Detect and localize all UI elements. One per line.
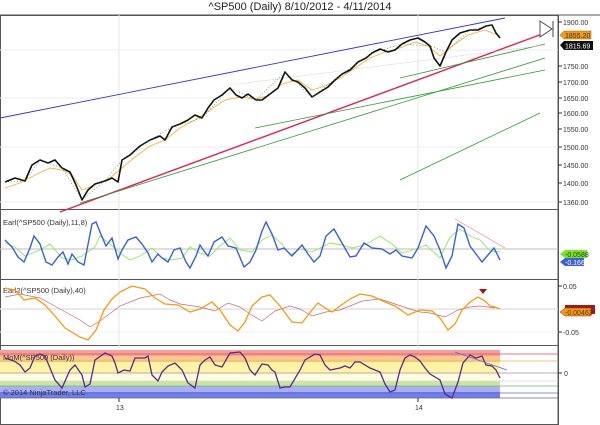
earl2-signal-line [4, 293, 496, 328]
svg-text:1600.00: 1600.00 [563, 111, 588, 118]
svg-text:13: 13 [116, 405, 124, 412]
earl-title: Earl(^SP500 (Daily),11,8) [3, 218, 88, 227]
price-panel [0, 17, 558, 213]
year-gridlines [118, 15, 419, 398]
x-axis: 13 14 [116, 398, 423, 412]
mom-line [4, 351, 501, 399]
mom-title: MoM(^SP500 (Daily)) [3, 353, 75, 362]
price-marker-1855: 1855.20 [559, 30, 592, 40]
earl-panel: Earl(^SP500 (Daily),11,8) -0.0588 -0.166 [0, 218, 589, 270]
earl2-marker: -0.00463 [559, 305, 595, 317]
price-axis: 1900.00 1750.00 1700.00 1650.00 1600.00 … [558, 20, 593, 207]
svg-text:1650.00: 1650.00 [563, 96, 588, 103]
svg-text:1550.00: 1550.00 [563, 127, 588, 134]
earl-marker-fast: -0.166 [560, 258, 585, 267]
price-marker-1815: 1815.69 [560, 41, 593, 51]
earl2-title: Earl2(^SP500 (Daily),40) [3, 286, 86, 295]
trendlines [0, 17, 546, 213]
svg-text:1450.00: 1450.00 [563, 163, 588, 170]
svg-text:1500.00: 1500.00 [563, 145, 588, 152]
earl-signal-line [4, 228, 501, 261]
svg-text:1750.00: 1750.00 [563, 64, 588, 71]
svg-text:1900.00: 1900.00 [563, 20, 588, 27]
svg-text:-0.05: -0.05 [563, 330, 579, 337]
earl-fast-line [4, 220, 501, 270]
earl2-down-arrow-icon [479, 289, 487, 294]
svg-text:1815.69: 1815.69 [565, 44, 590, 51]
earl2-line [4, 285, 501, 341]
price-candles [4, 24, 501, 201]
svg-text:1855.20: 1855.20 [565, 33, 590, 40]
mom-panel: MoM(^SP500 (Daily)) 0 © 2014 NinjaTrader… [0, 350, 568, 399]
svg-text:14: 14 [415, 405, 423, 412]
playback-icon[interactable] [539, 20, 554, 38]
svg-text:0: 0 [564, 371, 568, 378]
svg-text:1400.00: 1400.00 [563, 181, 588, 188]
svg-text:1700.00: 1700.00 [563, 80, 588, 87]
svg-text:-0.00463: -0.00463 [565, 310, 593, 317]
svg-text:-0.166: -0.166 [565, 260, 585, 267]
chart-title: ^SP500 (Daily) 8/10/2012 - 4/11/2014 [208, 1, 392, 13]
sma-line [4, 29, 501, 191]
earl2-panel: Earl2(^SP500 (Daily),40) 0.05 -0.05 -0.0… [0, 284, 595, 341]
svg-text:1360.00: 1360.00 [563, 200, 588, 207]
copyright: © 2014 NinjaTrader, LLC [3, 388, 86, 397]
svg-text:0.05: 0.05 [563, 284, 577, 291]
svg-text:-0.0588: -0.0588 [565, 252, 589, 259]
earl-marker-signal: -0.0588 [560, 250, 589, 259]
